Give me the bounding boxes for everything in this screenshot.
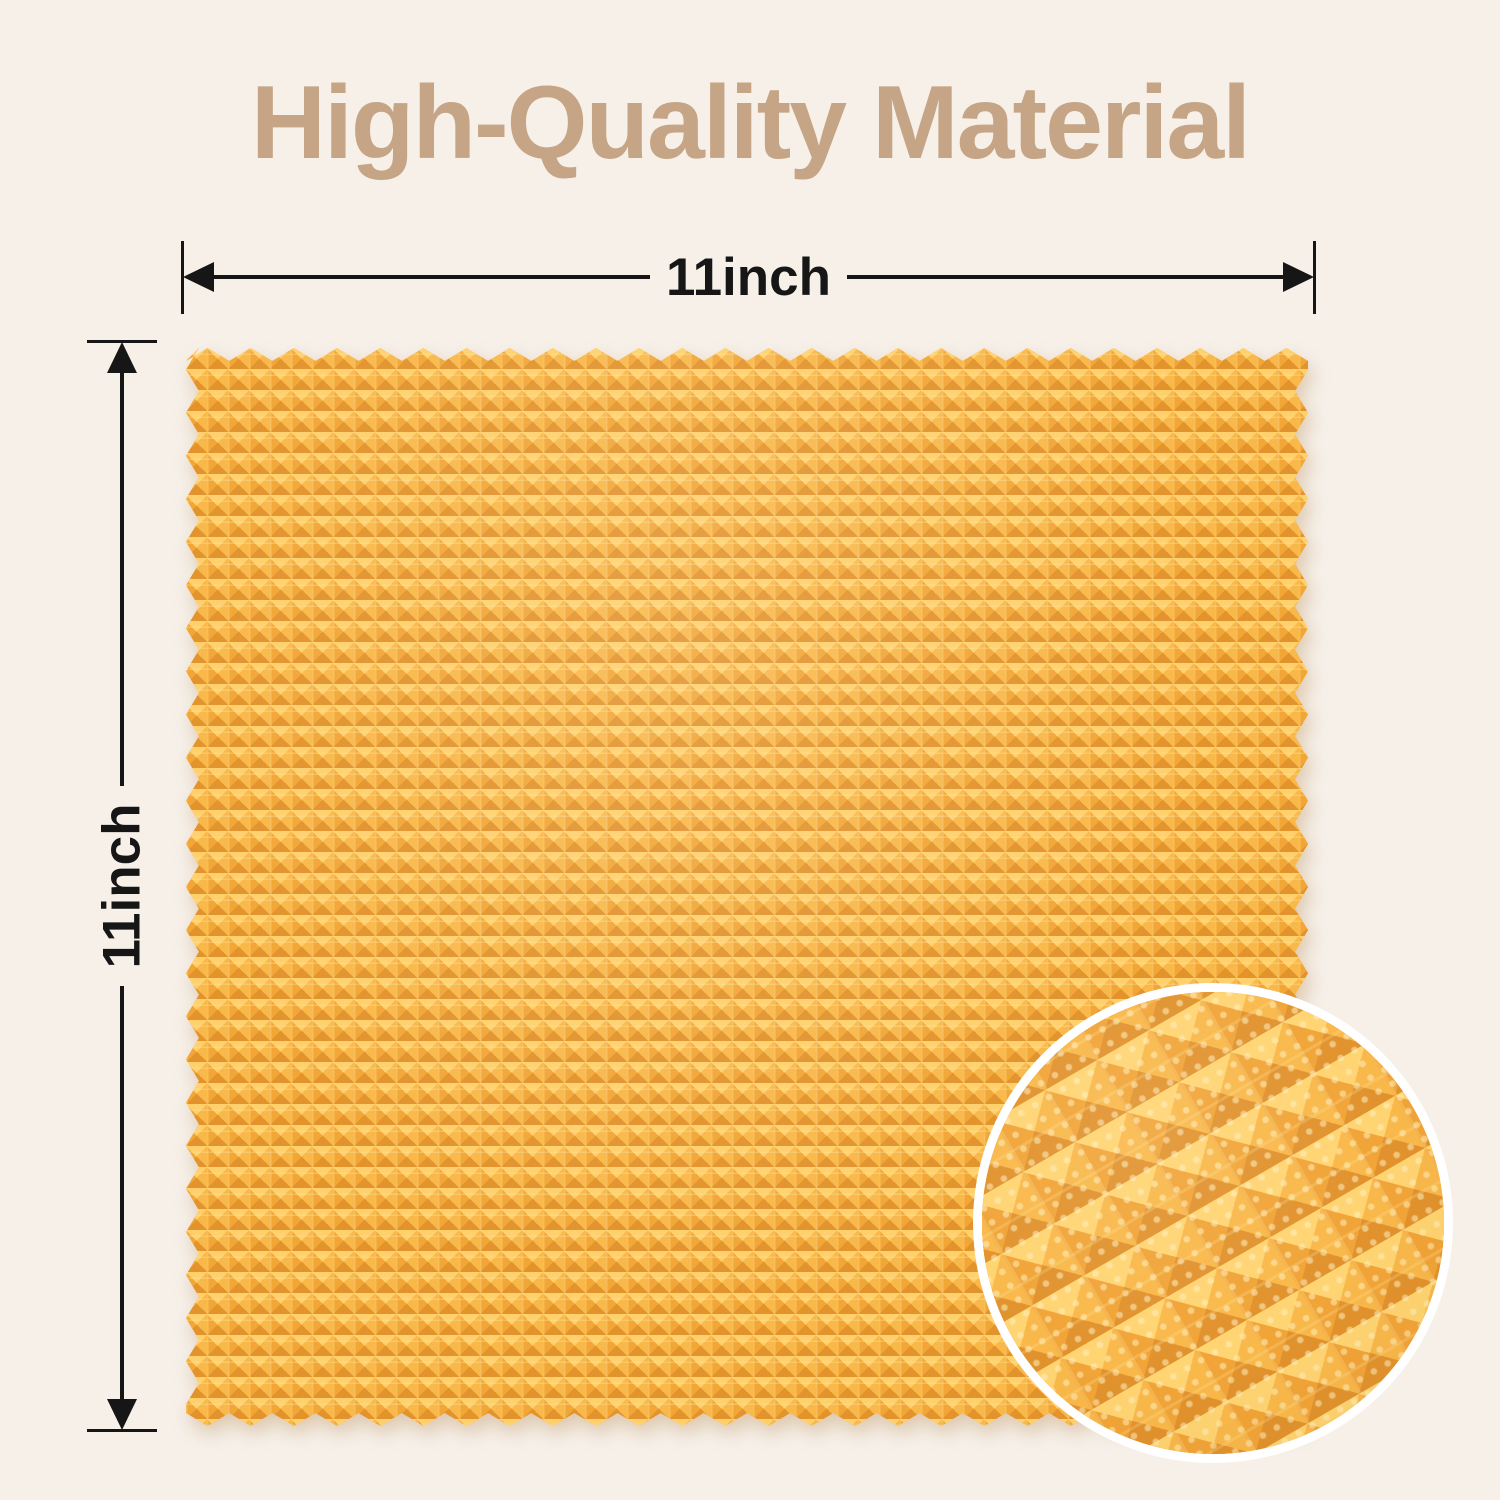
page-title: High-Quality Material [250, 65, 1251, 181]
arrow-down-icon [107, 1399, 137, 1430]
width-dimension: 11inch [181, 239, 1317, 315]
dimension-line [214, 275, 651, 279]
arrow-right-icon [1283, 262, 1315, 292]
width-dimension-label: 11inch [666, 247, 831, 307]
dimension-line [120, 986, 124, 1399]
arrow-up-icon [107, 342, 137, 373]
magnifier-circle [973, 983, 1453, 1463]
arrow-left-icon [183, 262, 214, 292]
dimension-line [120, 373, 124, 786]
dimension-endcap-left [181, 240, 184, 314]
dimension-endcap-right [1313, 240, 1317, 314]
magnifier-sheen [982, 992, 1444, 1454]
dimension-line [847, 275, 1284, 279]
dimension-endcap-bottom [87, 1429, 157, 1432]
height-dimension: 11inch [87, 340, 157, 1432]
dimension-endcap-top [87, 340, 157, 343]
